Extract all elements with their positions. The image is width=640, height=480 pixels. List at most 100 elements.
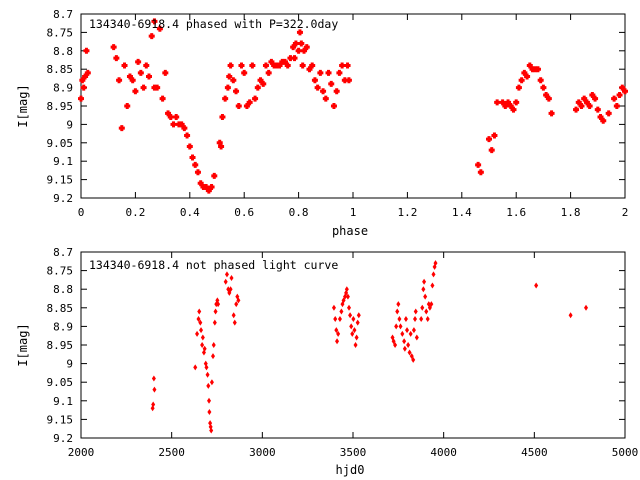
unphased-data-point (236, 297, 241, 304)
unphased-x-tick-label: 2500 (158, 446, 185, 459)
unphased-data-point (403, 315, 408, 322)
phased-y-tick-label: 9.2 (53, 192, 73, 205)
phased-y-tick-label: 8.85 (47, 63, 74, 76)
unphased-data-point (534, 282, 539, 289)
unphased-data-point (200, 342, 205, 348)
unphased-data-point (353, 342, 358, 348)
unphased-data-point (209, 379, 214, 386)
unphased-data-point (425, 315, 430, 322)
phased-data-point (246, 99, 253, 106)
phased-data-point (540, 84, 547, 91)
unphased-data-point (231, 312, 236, 319)
phased-x-tick-label: 1.6 (506, 206, 526, 219)
phased-data-point (84, 69, 91, 76)
unphased-data-point (402, 338, 407, 345)
unphased-data-point (197, 308, 202, 315)
phased-data-point (116, 77, 123, 84)
phased-data-point (113, 55, 120, 62)
unphased-data-point (398, 323, 403, 330)
phased-data-point (325, 69, 332, 76)
phased-x-axis: 0 0.2 0.4 0.6 0.8 1 1.2 1.4 1.6 1.8 2 (78, 14, 628, 219)
phased-y-tick-label: 8.8 (53, 45, 73, 58)
phased-data-point (238, 62, 245, 69)
phased-data-point (309, 62, 316, 69)
phased-y-tick-label: 8.9 (53, 82, 73, 95)
unphased-data-point (331, 304, 336, 311)
phased-data-point (167, 114, 174, 121)
unphased-data-point (408, 330, 413, 337)
unphased-y-axis: 8.7 8.75 8.8 8.85 8.9 8.95 9 9.05 9.1 9.15 9.2 (47, 246, 625, 445)
phased-data-point (222, 95, 229, 102)
unphased-data-point (568, 312, 573, 319)
phased-data-point (226, 73, 233, 80)
phased-data-point (192, 161, 199, 168)
phased-data-point (140, 84, 147, 91)
unphased-data-point (216, 301, 221, 308)
unphased-data-point (413, 308, 418, 315)
unphased-data-point (207, 408, 212, 415)
unphased-data-point (200, 334, 205, 341)
unphased-y-tick-label: 8.85 (47, 302, 74, 315)
phased-data-point (322, 95, 329, 102)
unphased-data-point (347, 304, 352, 311)
phased-data-point (477, 169, 484, 176)
unphased-data-point (193, 364, 198, 371)
phased-y-tick-label: 9 (66, 118, 73, 131)
phased-data-point (586, 103, 593, 109)
unphased-data-point (419, 315, 424, 322)
unphased-data-point (411, 327, 416, 334)
unphased-light-curve-panel: 8.7 8.75 8.8 8.85 8.9 8.95 9 9.05 9.1 9.15 9.2 200… (16, 246, 638, 477)
unphased-data-point (396, 301, 401, 308)
phased-y-tick-label: 8.95 (47, 100, 74, 113)
unphased-data-point (152, 386, 157, 393)
unphased-data-point (433, 260, 438, 267)
phased-data-point (146, 73, 152, 80)
phased-data-point (218, 143, 225, 150)
unphased-data-point (232, 319, 237, 326)
phased-data-point (510, 106, 517, 113)
phased-data-point (262, 62, 269, 69)
unphased-data-point (151, 375, 156, 382)
phased-data-point (78, 95, 84, 102)
unphased-data-point (423, 293, 428, 300)
phased-data-point (260, 80, 267, 87)
phased-data-point (254, 84, 261, 91)
phased-data-point (345, 77, 352, 84)
phased-data-point (291, 55, 298, 62)
phased-y-tick-label: 9.05 (47, 137, 74, 150)
unphased-x-tick-label: 3500 (340, 446, 367, 459)
phased-x-tick-label: 1.8 (561, 206, 581, 219)
phased-data-point (515, 84, 522, 91)
unphased-data-point (348, 312, 353, 319)
unphased-data-point (407, 349, 412, 356)
phased-data-point (613, 103, 620, 109)
phased-data-point (292, 40, 299, 47)
phased-data-point (252, 95, 259, 102)
phased-data-point (219, 114, 226, 121)
unphased-y-tick-label: 9 (66, 358, 73, 371)
phased-data-point (339, 62, 346, 69)
unphased-data-point (228, 286, 233, 293)
unphased-data-point (421, 286, 426, 293)
unphased-data-point (355, 319, 360, 326)
phased-data-point (328, 80, 335, 87)
unphased-data-point (405, 327, 410, 334)
unphased-chart-title: 134340-6918.4 not phased light curve (89, 258, 338, 272)
unphased-data-point (211, 353, 216, 360)
phased-x-tick-label: 0.6 (234, 206, 254, 219)
phased-data-point (494, 99, 501, 106)
phased-data-point (573, 106, 580, 113)
phased-data-point (311, 77, 318, 84)
unphased-data-point (584, 304, 589, 311)
unphased-data-point (345, 293, 350, 300)
phased-data-point (162, 69, 169, 76)
unphased-x-tick-label: 4500 (521, 446, 548, 459)
phased-data-point (83, 47, 90, 54)
unphased-x-tick-label: 5000 (612, 446, 639, 459)
unphased-x-axis: 2000 2500 3000 3500 4000 4500 5000 (68, 252, 639, 459)
phased-data-point (121, 62, 128, 69)
unphased-y-tick-label: 9.2 (53, 432, 73, 445)
unphased-data-point (402, 345, 407, 352)
